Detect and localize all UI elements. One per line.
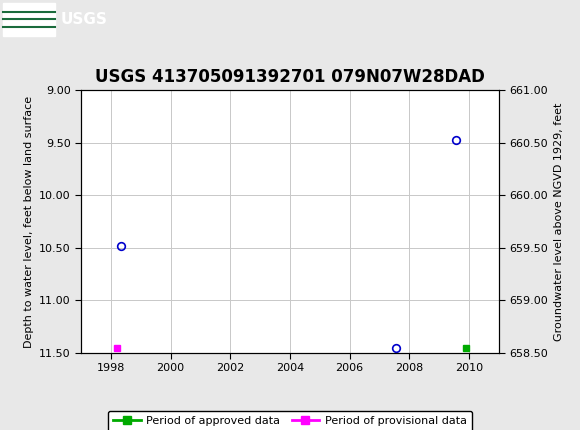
Title: USGS 413705091392701 079N07W28DAD: USGS 413705091392701 079N07W28DAD — [95, 68, 485, 86]
Text: USGS: USGS — [61, 12, 108, 27]
FancyBboxPatch shape — [3, 3, 55, 36]
Y-axis label: Groundwater level above NGVD 1929, feet: Groundwater level above NGVD 1929, feet — [553, 102, 564, 341]
Legend: Period of approved data, Period of provisional data: Period of approved data, Period of provi… — [107, 411, 473, 430]
Y-axis label: Depth to water level, feet below land surface: Depth to water level, feet below land su… — [24, 95, 34, 347]
